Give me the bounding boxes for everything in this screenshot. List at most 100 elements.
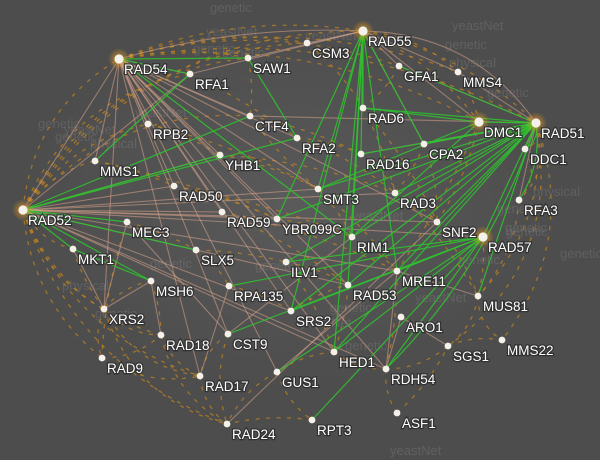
- node-label-CPA2[interactable]: CPA2: [428, 146, 465, 164]
- node-SRS2[interactable]: [287, 307, 295, 315]
- node-RAD50[interactable]: [170, 182, 178, 190]
- node-label-MMS22[interactable]: MMS22: [506, 342, 555, 360]
- node-RAD18[interactable]: [157, 331, 165, 339]
- node-XRS2[interactable]: [100, 305, 108, 313]
- node-RAD3[interactable]: [391, 189, 399, 197]
- node-RAD24[interactable]: [223, 420, 231, 428]
- node-MMS4[interactable]: [454, 68, 462, 76]
- node-MMS1[interactable]: [91, 157, 99, 165]
- node-RAD57[interactable]: [478, 232, 488, 242]
- node-RDH54[interactable]: [382, 365, 390, 373]
- node-GUS1[interactable]: [273, 368, 281, 376]
- node-MKT1[interactable]: [69, 245, 77, 253]
- node-label-RFA3[interactable]: RFA3: [523, 202, 559, 220]
- node-label-RFA1[interactable]: RFA1: [194, 76, 230, 94]
- node-label-MMS4[interactable]: MMS4: [462, 74, 504, 92]
- node-RAD16[interactable]: [357, 150, 365, 158]
- node-label-RAD3[interactable]: RAD3: [399, 195, 438, 213]
- node-label-RFA2[interactable]: RFA2: [301, 140, 337, 158]
- node-label-RAD55[interactable]: RAD55: [367, 33, 413, 51]
- node-RPA135[interactable]: [225, 282, 233, 290]
- node-label-RPB2[interactable]: RPB2: [152, 126, 190, 144]
- node-label-RAD50[interactable]: RAD50: [178, 188, 224, 206]
- node-YHB1[interactable]: [216, 151, 224, 159]
- node-label-RAD6[interactable]: RAD6: [367, 110, 406, 128]
- node-label-RIM1[interactable]: RIM1: [356, 239, 391, 257]
- node-label-RAD18[interactable]: RAD18: [165, 337, 211, 355]
- node-label-RPT3[interactable]: RPT3: [316, 422, 353, 440]
- node-CTF4[interactable]: [246, 112, 254, 120]
- node-RAD6[interactable]: [359, 104, 367, 112]
- node-label-SMT3[interactable]: SMT3: [322, 191, 361, 209]
- node-RPB2[interactable]: [144, 120, 152, 128]
- node-label-RAD17[interactable]: RAD17: [204, 378, 250, 396]
- node-label-ILV1[interactable]: ILV1: [290, 264, 319, 282]
- node-RFA2[interactable]: [293, 134, 301, 142]
- node-MSH6[interactable]: [147, 277, 155, 285]
- node-label-GFA1[interactable]: GFA1: [403, 68, 440, 86]
- node-RAD55[interactable]: [358, 26, 368, 36]
- node-SMT3[interactable]: [314, 185, 322, 193]
- node-SNF2[interactable]: [433, 218, 441, 226]
- node-RFA1[interactable]: [186, 70, 194, 78]
- node-label-MEC3[interactable]: MEC3: [131, 224, 171, 242]
- node-RAD53[interactable]: [344, 281, 352, 289]
- node-ASF1[interactable]: [393, 409, 401, 417]
- node-label-ARO1[interactable]: ARO1: [405, 319, 444, 337]
- node-label-YHB1[interactable]: YHB1: [224, 157, 262, 175]
- node-label-RPA135[interactable]: RPA135: [233, 288, 285, 306]
- node-label-SAW1[interactable]: SAW1: [252, 60, 292, 78]
- node-MMS22[interactable]: [498, 336, 506, 344]
- node-RAD9[interactable]: [98, 354, 106, 362]
- node-MEC3[interactable]: [123, 218, 131, 226]
- node-label-RAD57[interactable]: RAD57: [487, 239, 533, 257]
- node-SGS1[interactable]: [444, 342, 452, 350]
- node-SAW1[interactable]: [244, 54, 252, 62]
- node-GFA1[interactable]: [395, 62, 403, 70]
- node-label-SNF2[interactable]: SNF2: [441, 224, 478, 242]
- node-label-SRS2[interactable]: SRS2: [295, 313, 333, 331]
- node-label-XRS2[interactable]: XRS2: [108, 311, 146, 329]
- node-label-CTF4[interactable]: CTF4: [254, 118, 291, 136]
- node-CPA2[interactable]: [420, 140, 428, 148]
- node-label-GUS1[interactable]: GUS1: [281, 374, 320, 392]
- node-label-MKT1[interactable]: MKT1: [77, 251, 116, 269]
- node-RAD17[interactable]: [196, 372, 204, 380]
- node-label-RAD9[interactable]: RAD9: [106, 360, 145, 378]
- node-ILV1[interactable]: [282, 258, 290, 266]
- node-label-CSM3[interactable]: CSM3: [311, 45, 351, 63]
- node-label-ASF1[interactable]: ASF1: [401, 415, 437, 433]
- node-RPT3[interactable]: [308, 416, 316, 424]
- node-DDC1[interactable]: [521, 145, 529, 153]
- node-RIM1[interactable]: [348, 233, 356, 241]
- node-label-MMS1[interactable]: MMS1: [99, 163, 141, 181]
- node-label-CST9[interactable]: CST9: [232, 336, 269, 354]
- node-label-SLX5[interactable]: SLX5: [200, 252, 236, 270]
- node-CSM3[interactable]: [303, 39, 311, 47]
- node-RAD51[interactable]: [531, 118, 541, 128]
- node-RFA3[interactable]: [515, 196, 523, 204]
- node-label-RAD24[interactable]: RAD24: [231, 426, 278, 444]
- node-YBR099C[interactable]: [273, 215, 281, 223]
- node-label-HED1[interactable]: HED1: [338, 354, 377, 372]
- node-label-RAD54[interactable]: RAD54: [123, 61, 170, 79]
- node-label-RAD16[interactable]: RAD16: [365, 156, 411, 174]
- node-label-RAD53[interactable]: RAD53: [352, 287, 398, 305]
- node-DMC1[interactable]: [474, 117, 484, 127]
- node-SLX5[interactable]: [192, 246, 200, 254]
- node-label-RAD59[interactable]: RAD59: [226, 214, 272, 232]
- node-CST9[interactable]: [224, 330, 232, 338]
- node-RAD59[interactable]: [218, 208, 226, 216]
- node-label-RAD52[interactable]: RAD52: [27, 212, 73, 230]
- node-label-RAD51[interactable]: RAD51: [540, 125, 586, 143]
- node-label-DMC1[interactable]: DMC1: [483, 124, 524, 142]
- node-label-MRE11[interactable]: MRE11: [401, 273, 448, 291]
- node-RAD54[interactable]: [114, 54, 124, 64]
- node-label-SGS1[interactable]: SGS1: [452, 348, 491, 366]
- node-label-YBR099C[interactable]: YBR099C: [281, 221, 344, 239]
- node-HED1[interactable]: [330, 348, 338, 356]
- node-MUS81[interactable]: [474, 292, 482, 300]
- node-label-RDH54[interactable]: RDH54: [390, 371, 437, 389]
